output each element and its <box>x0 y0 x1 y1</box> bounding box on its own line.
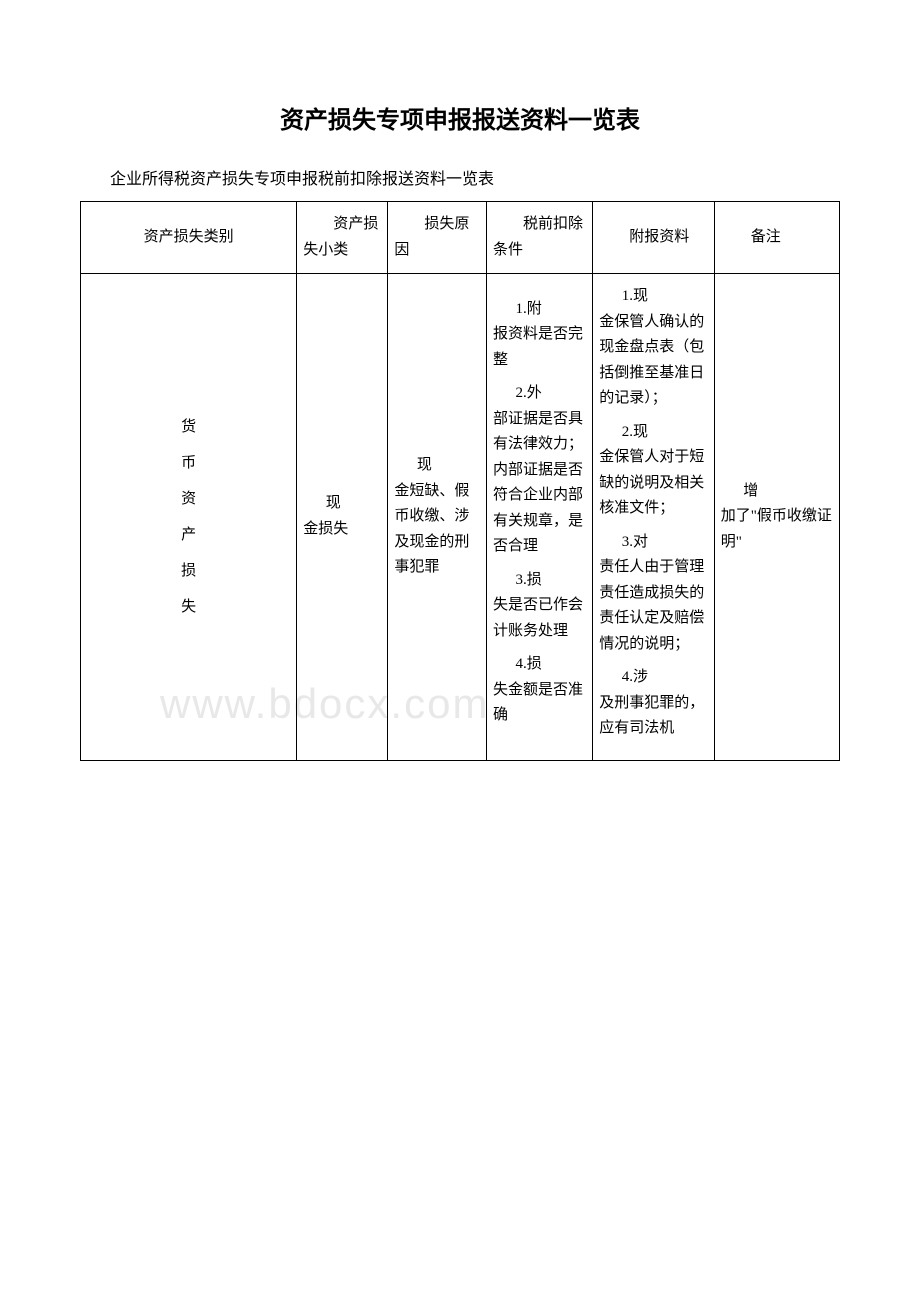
document-content: 资产损失专项申报报送资料一览表 企业所得税资产损失专项申报税前扣除报送资料一览表… <box>80 100 840 761</box>
table-header-row: 资产损失类别 资产损失小类 损失原因 税前扣除条件 附报资料 备注 <box>81 202 840 274</box>
cell-reason: 现金短缺、假币收缴、涉及现金的刑事犯罪 <box>388 274 487 761</box>
cell-material: 1.现金保管人确认的现金盘点表（包括倒推至基准日的记录）； 2.现金保管人对于短… <box>593 274 714 761</box>
asset-loss-table: 资产损失类别 资产损失小类 损失原因 税前扣除条件 附报资料 备注 货 币 资 … <box>80 201 840 761</box>
cell-note: 增加了"假币收缴证明" <box>714 274 839 761</box>
header-reason: 损失原因 <box>388 202 487 274</box>
table-row: 货 币 资 产 损 失 现金损失 现金短缺、假币收缴、涉及现金的刑事犯罪 1.附… <box>81 274 840 761</box>
header-note: 备注 <box>714 202 839 274</box>
header-category: 资产损失类别 <box>81 202 297 274</box>
page-subtitle: 企业所得税资产损失专项申报税前扣除报送资料一览表 <box>110 165 840 189</box>
page-title: 资产损失专项申报报送资料一览表 <box>80 100 840 135</box>
category-text: 货 币 资 产 损 失 <box>87 409 290 625</box>
cell-category: 货 币 资 产 损 失 <box>81 274 297 761</box>
header-condition: 税前扣除条件 <box>487 202 593 274</box>
cell-subcategory: 现金损失 <box>297 274 388 761</box>
cell-condition: 1.附报资料是否完整 2.外部证据是否具有法律效力；内部证据是否符合企业内部有关… <box>487 274 593 761</box>
header-subcategory: 资产损失小类 <box>297 202 388 274</box>
header-material: 附报资料 <box>593 202 714 274</box>
